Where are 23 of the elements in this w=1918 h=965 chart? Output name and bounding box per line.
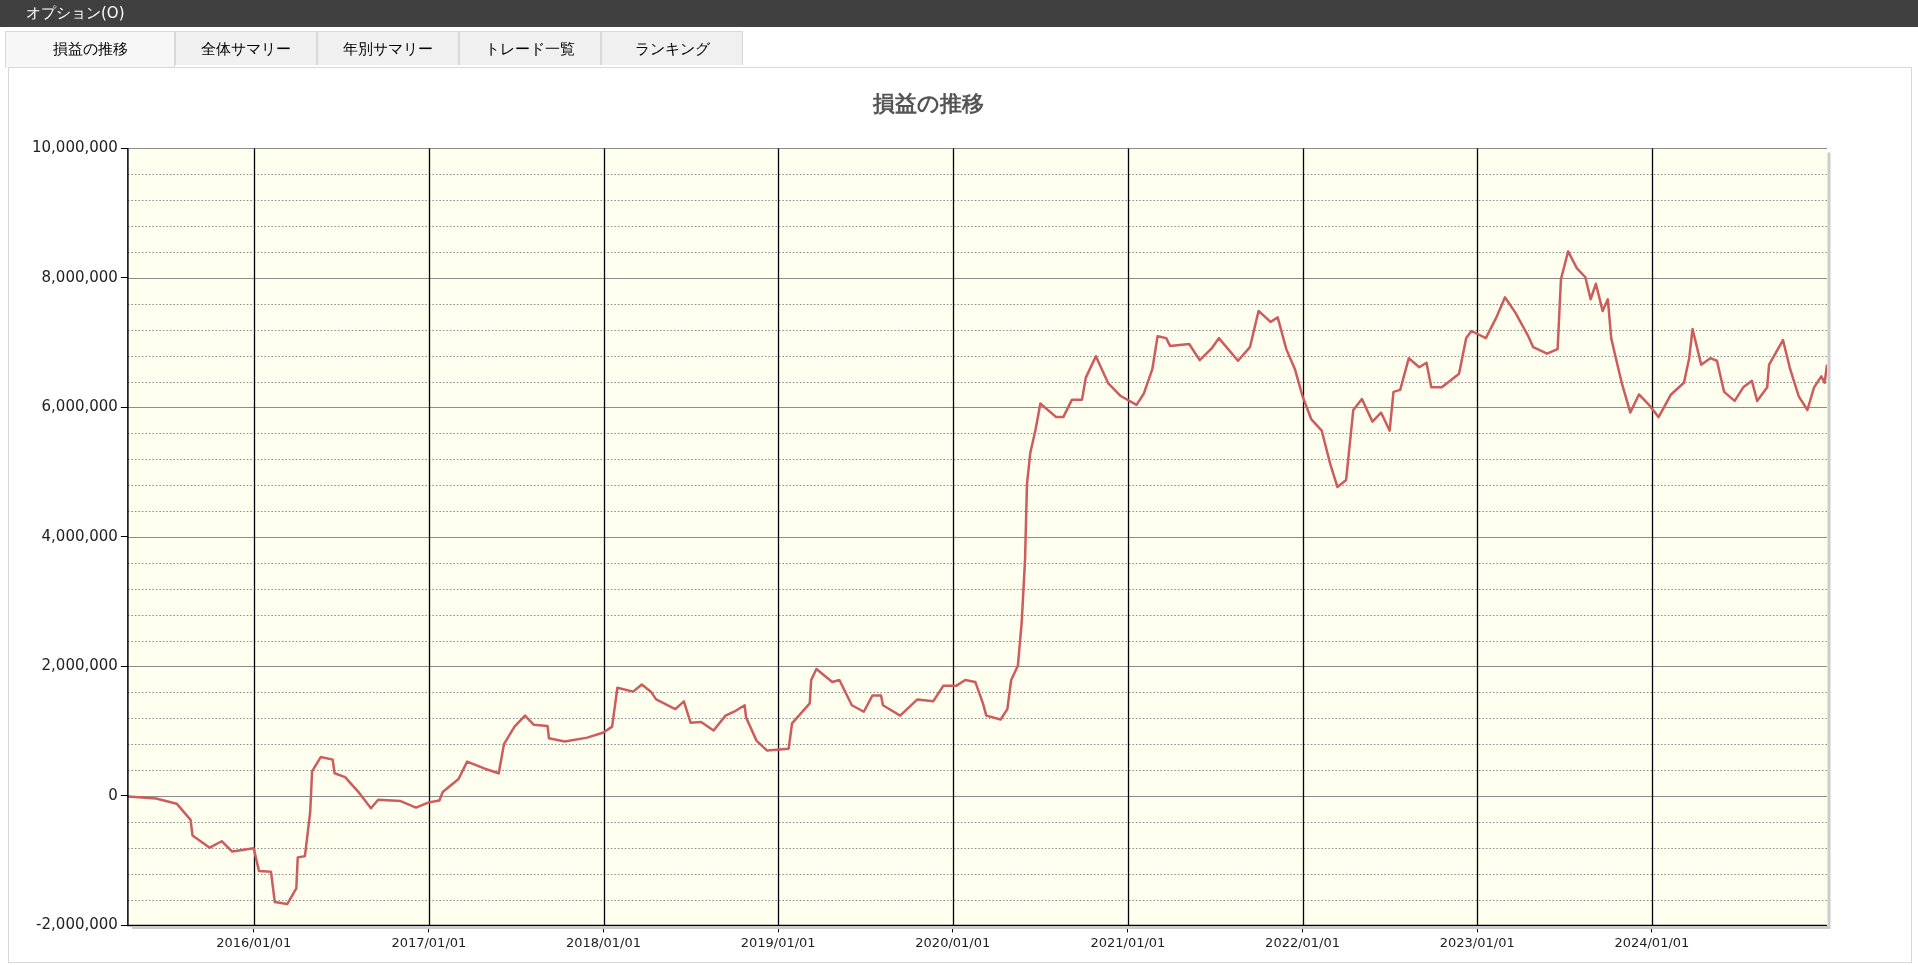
x-tick-label: 2018/01/01 xyxy=(566,934,641,950)
x-tick-label: 2023/01/01 xyxy=(1439,934,1515,950)
y-tick-label: 2,000,000 xyxy=(41,656,118,675)
x-tick-label: 2020/01/01 xyxy=(915,934,991,950)
text: 年別サマリー xyxy=(317,31,459,65)
text: トレード一覧 xyxy=(459,31,601,65)
x-tick-label: 2022/01/01 xyxy=(1265,934,1341,950)
menu-bar: オプション(O) xyxy=(0,0,1918,27)
x-tick-label: 2021/01/01 xyxy=(1090,934,1166,950)
text: 損益の推移 xyxy=(5,31,175,68)
x-tick-label: 2019/01/01 xyxy=(740,934,816,950)
y-tick-label: 0 xyxy=(108,785,118,804)
text: ランキング xyxy=(601,31,743,65)
x-tick-label: 2024/01/01 xyxy=(1614,934,1690,950)
y-tick-label: 4,000,000 xyxy=(41,526,118,545)
x-tick-label: 2016/01/01 xyxy=(216,934,292,950)
y-tick-label: -2,000,000 xyxy=(36,915,118,934)
y-tick-label: 6,000,000 xyxy=(41,397,118,416)
text: 全体サマリー xyxy=(175,31,317,65)
y-tick-label: 10,000,000 xyxy=(31,138,118,157)
x-tick-label: 2017/01/01 xyxy=(391,934,467,950)
y-tick-label: 8,000,000 xyxy=(41,267,118,286)
chart-title: 損益の推移 xyxy=(871,90,984,116)
